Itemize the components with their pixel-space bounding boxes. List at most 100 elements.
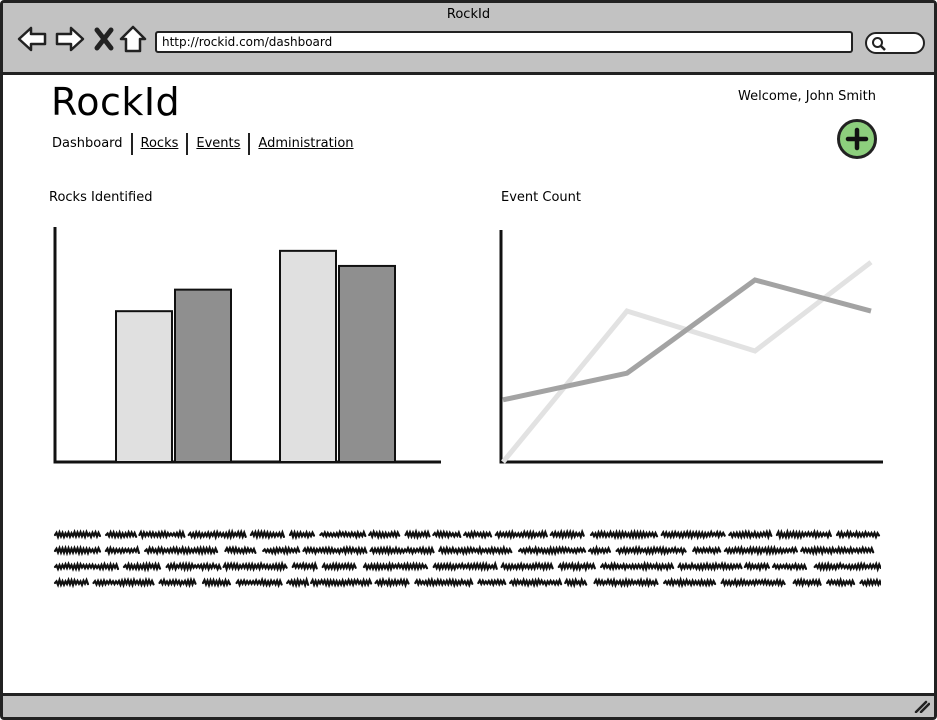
main-nav: Dashboard Rocks Events Administration — [50, 133, 362, 155]
event-series-1-line — [501, 260, 873, 464]
forward-button[interactable] — [53, 23, 85, 55]
scribble-word — [404, 528, 431, 541]
scribble-word — [104, 544, 140, 557]
scribble-word — [374, 576, 410, 589]
line-chart-axes — [499, 230, 883, 464]
forward-icon — [55, 26, 85, 52]
scribble-word — [288, 529, 316, 541]
scribble-word — [564, 576, 588, 589]
scribble-word — [660, 528, 726, 541]
scribble-word — [187, 528, 247, 541]
scribble-word — [414, 576, 474, 589]
scribble-word — [368, 528, 401, 541]
bar-1-2 — [174, 288, 232, 463]
scribble-word — [549, 528, 585, 541]
events-line-chart-svg — [499, 230, 883, 464]
scribble-word — [235, 576, 283, 589]
scribble-word — [291, 560, 318, 573]
scribble-word — [859, 577, 883, 588]
events-chart-title: Event Count — [501, 190, 581, 205]
scribble-word — [53, 544, 102, 557]
tab-rocks[interactable]: Rocks — [140, 136, 179, 151]
scribble-word — [494, 528, 548, 541]
scribble-word — [222, 560, 288, 573]
scribble-word — [463, 529, 493, 540]
bar-2-2 — [338, 264, 396, 463]
scribble-word — [743, 560, 770, 573]
tab-events[interactable]: Events — [196, 136, 241, 151]
scribble-word — [53, 560, 120, 573]
tab-administration[interactable]: Administration — [258, 136, 354, 151]
scribble-word — [677, 560, 743, 573]
scribble-word — [720, 576, 786, 589]
bar-1-1 — [115, 310, 173, 463]
scribble-word — [775, 528, 832, 541]
bar-2-1 — [279, 249, 337, 464]
scribble-word — [262, 544, 301, 557]
rocks-bar-chart — [51, 225, 443, 467]
rocks-bar-chart-svg — [53, 227, 441, 464]
scribble-word — [144, 544, 219, 557]
scribble-word — [518, 544, 587, 557]
scribble-word — [509, 576, 563, 589]
scribble-word — [249, 528, 285, 541]
address-bar[interactable]: http://rockid.com/dashboard — [155, 31, 853, 53]
scribble-word — [286, 576, 310, 589]
events-line-chart — [497, 228, 885, 468]
home-button[interactable] — [117, 23, 149, 55]
scribbled-text — [53, 528, 883, 589]
back-button[interactable] — [17, 23, 49, 55]
plus-icon — [845, 127, 869, 151]
stop-button[interactable] — [91, 23, 123, 55]
scribble-word — [477, 577, 507, 588]
scribble-word — [321, 560, 357, 573]
tab-divider — [248, 133, 251, 155]
back-icon — [17, 26, 47, 52]
scribble-word — [728, 528, 773, 541]
scribble-word — [165, 560, 222, 573]
scribble-word — [369, 544, 435, 557]
resize-grip-icon[interactable] — [914, 699, 930, 713]
browser-search-box[interactable] — [865, 32, 925, 54]
scribble-word — [138, 528, 186, 541]
scribble-word — [438, 544, 513, 557]
scribble-word — [800, 544, 875, 557]
body-text-placeholder — [53, 525, 883, 595]
scribble-word — [53, 576, 90, 589]
add-button[interactable] — [837, 119, 877, 159]
scribble-word — [557, 560, 596, 573]
scribble-word — [792, 576, 822, 589]
scribble-word — [835, 528, 881, 540]
scribble-word — [158, 576, 197, 589]
scribble-word — [92, 576, 155, 589]
scribble-word — [500, 560, 554, 573]
scribble-word — [201, 576, 232, 589]
scribble-word — [723, 544, 798, 557]
scribble-word — [319, 529, 367, 541]
window-title: RockId — [446, 7, 491, 22]
app-logo[interactable]: RockId — [51, 80, 181, 124]
event-series-2-line — [502, 277, 872, 403]
tab-dashboard[interactable]: Dashboard — [52, 136, 123, 151]
scribble-word — [310, 576, 373, 589]
rocks-chart-title: Rocks Identified — [49, 190, 153, 205]
scribble-word — [692, 545, 722, 556]
scribble-word — [432, 560, 498, 573]
home-icon — [119, 25, 147, 53]
scribble-word — [432, 528, 462, 540]
scribble-word — [105, 529, 138, 540]
welcome-message: Welcome, John Smith — [738, 89, 876, 104]
browser-chrome: RockId http://rockid.com/dashboard — [3, 3, 934, 75]
scribble-word — [593, 576, 659, 589]
scribble-word — [813, 560, 882, 573]
tab-divider — [186, 133, 189, 155]
scribble-word — [826, 576, 856, 588]
scribble-word — [615, 544, 687, 557]
search-icon — [872, 37, 886, 51]
scribble-word — [122, 560, 162, 573]
scribble-word — [362, 560, 429, 573]
scribble-word — [587, 544, 612, 557]
scribble-word — [53, 528, 102, 541]
scribble-word — [663, 576, 717, 589]
